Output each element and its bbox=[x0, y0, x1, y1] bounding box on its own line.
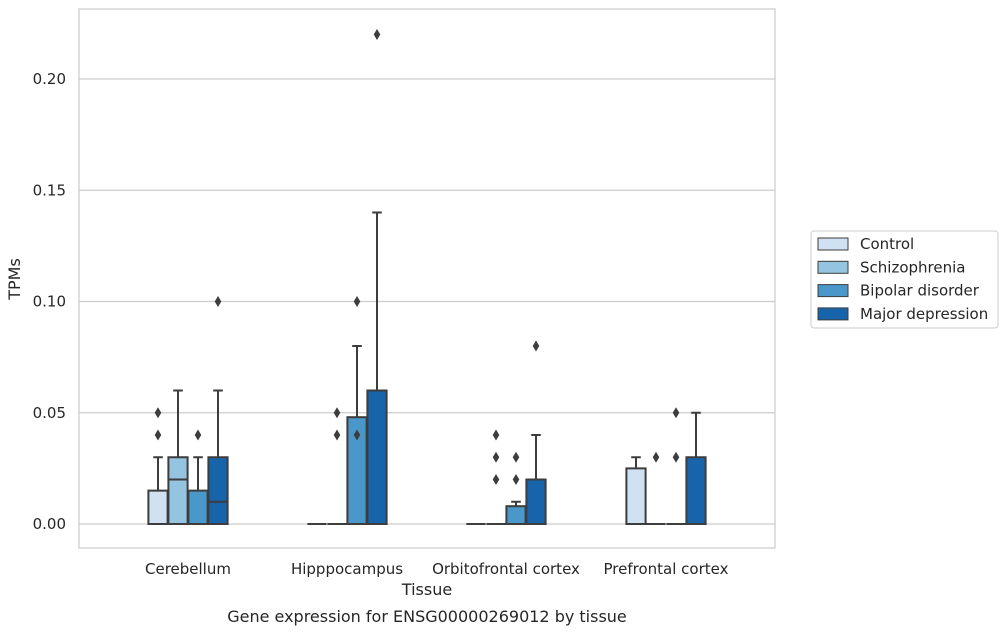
x-tick-labels: Cerebellum Hipppocampus Orbitofrontal cort… bbox=[145, 560, 729, 578]
box-major-depression bbox=[525, 434, 547, 525]
outlier-point bbox=[154, 429, 162, 441]
box-body bbox=[525, 478, 547, 525]
box-major-depression bbox=[207, 389, 229, 525]
y-tick-label: 0.05 bbox=[33, 404, 66, 422]
y-axis-label: TPMs bbox=[5, 258, 24, 301]
x-tick-label: Prefrontal cortex bbox=[604, 560, 729, 578]
legend-label: Bipolar disorder bbox=[860, 282, 980, 300]
outlier-point bbox=[214, 296, 222, 307]
outlier-point bbox=[333, 407, 341, 419]
legend-label: Schizophrenia bbox=[860, 258, 965, 276]
box-major-depression bbox=[366, 211, 388, 525]
box-major-depression bbox=[685, 411, 707, 525]
y-tick-label: 0.10 bbox=[33, 293, 66, 311]
legend-swatch bbox=[817, 307, 849, 321]
legend-label: Control bbox=[860, 235, 914, 253]
box-body bbox=[625, 467, 647, 525]
legend-swatch bbox=[817, 284, 849, 298]
box-body bbox=[505, 505, 527, 526]
outlier-point bbox=[353, 429, 361, 441]
outlier-point bbox=[154, 407, 162, 419]
outlier-point bbox=[672, 407, 680, 419]
x-axis-label: Tissue bbox=[401, 580, 452, 599]
legend-swatch bbox=[817, 260, 849, 274]
x-tick-label: Hipppocampus bbox=[291, 560, 403, 578]
chart-caption: Gene expression for ENSG00000269012 by t… bbox=[227, 607, 627, 626]
box-body bbox=[147, 489, 169, 525]
y-tick-label: 0.20 bbox=[33, 70, 66, 88]
y-tick-label: 0.15 bbox=[33, 181, 66, 199]
outlier-point bbox=[333, 429, 341, 441]
x-tick-label: Cerebellum bbox=[145, 560, 231, 578]
x-tick-label: Orbitofrontal cortex bbox=[432, 560, 580, 578]
legend-swatch bbox=[817, 237, 849, 251]
outlier-point bbox=[492, 474, 500, 485]
box-schizophrenia bbox=[167, 389, 189, 525]
y-tick-labels: 0.00 0.05 0.10 0.15 0.20 bbox=[33, 70, 66, 533]
legend-label: Major depression bbox=[860, 305, 988, 323]
box-body bbox=[187, 489, 209, 525]
outlier-point bbox=[512, 451, 520, 463]
box-control bbox=[625, 456, 647, 525]
box-control bbox=[147, 456, 169, 525]
outlier-point bbox=[194, 429, 202, 441]
box-bipolar-disorder bbox=[346, 345, 368, 526]
legend-frame bbox=[810, 230, 999, 329]
y-tick-label: 0.00 bbox=[33, 515, 66, 533]
outlier-point bbox=[353, 296, 361, 307]
box-body bbox=[366, 389, 388, 525]
box-body bbox=[167, 456, 189, 525]
outlier-point bbox=[492, 451, 500, 463]
outliers bbox=[154, 29, 680, 485]
outlier-point bbox=[532, 340, 540, 352]
legend: Control Schizophrenia Bipolar disorder Majo… bbox=[810, 230, 999, 329]
plot-area-frame bbox=[78, 8, 776, 549]
box-bipolar-disorder bbox=[187, 456, 209, 525]
box-body bbox=[685, 456, 707, 525]
boxes bbox=[147, 211, 707, 526]
outlier-point bbox=[492, 429, 500, 441]
outlier-point bbox=[652, 451, 660, 463]
box-body bbox=[207, 456, 229, 525]
outlier-point bbox=[373, 29, 381, 40]
outlier-point bbox=[512, 474, 520, 485]
outlier-point bbox=[672, 451, 680, 463]
box-bipolar-disorder bbox=[505, 500, 527, 526]
